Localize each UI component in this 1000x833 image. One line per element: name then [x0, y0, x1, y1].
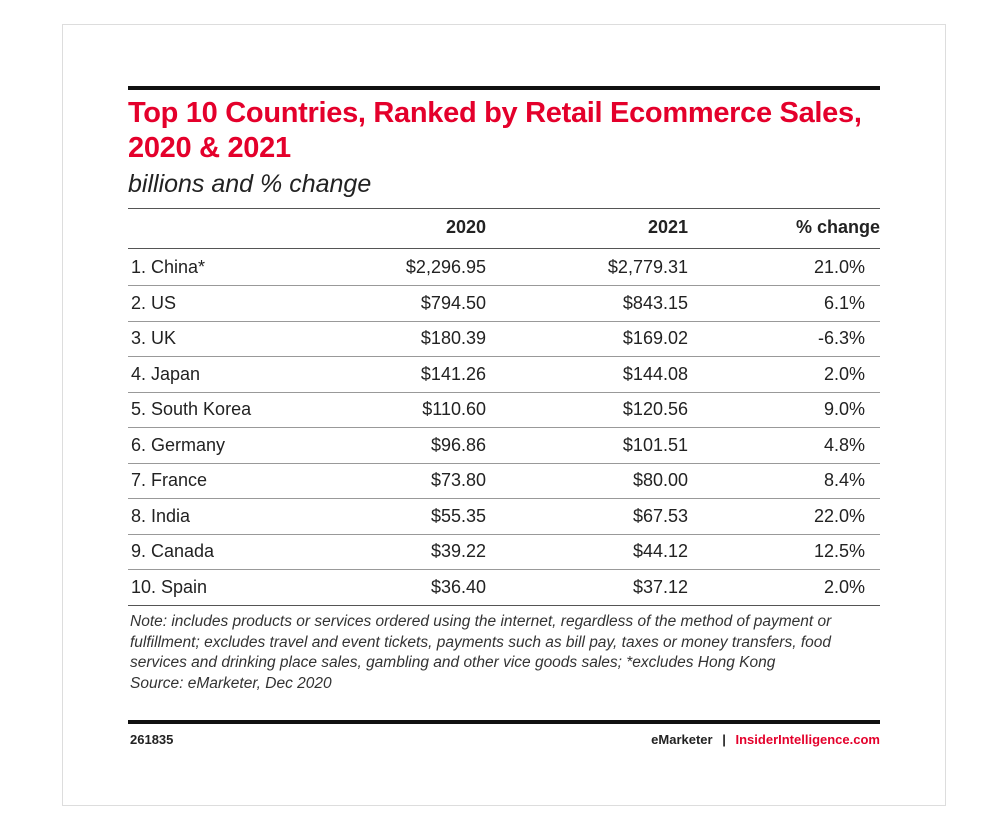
cell-value-2020: $55.35: [430, 505, 486, 526]
header-bottom-rule: [128, 248, 880, 249]
brand-separator: |: [722, 732, 726, 747]
brand-emarketer: eMarketer: [651, 732, 713, 747]
table-header: 2020 2021 % change: [128, 210, 880, 245]
cell-value-2021: $120.56: [622, 399, 688, 419]
cell-country: 9. Canada: [131, 541, 215, 561]
table-row: 6. Germany $96.86 $101.51 4.8%: [128, 428, 880, 463]
bottom-rule: [128, 720, 880, 724]
chart-id: 261835: [130, 732, 174, 747]
cell-value-2020: $73.80: [430, 470, 486, 490]
cell-value-2020: $794.50: [420, 292, 486, 313]
table-row: 2. US $794.50 $843.15 6.1%: [128, 286, 880, 321]
cell-value-2021: $101.51: [622, 434, 688, 455]
note-text: Note: includes products or services orde…: [130, 613, 832, 671]
cell-value-2021: $2,779.31: [607, 257, 688, 277]
table-row: 5. South Korea $110.60 $120.56 9.0%: [128, 392, 880, 427]
row-divider: [128, 498, 880, 499]
cell-value-2020: $141.26: [420, 363, 486, 384]
cell-country: 7. France: [131, 470, 208, 490]
row-divider: [128, 320, 880, 322]
row-divider: [128, 391, 880, 393]
table-row: 3. UK $180.39 $169.02 -6.3%: [128, 321, 880, 356]
cell-value-2021: $144.08: [622, 363, 688, 384]
cell-country: 5. South Korea: [131, 399, 252, 419]
header-2020: 2020: [445, 217, 486, 237]
cell-value-2020: $96.86: [430, 434, 486, 455]
table-row: 8. India $55.35 $67.53 22.0%: [128, 499, 880, 534]
brand-site-link[interactable]: InsiderIntelligence.com: [735, 732, 881, 747]
header-top-rule: [128, 208, 880, 209]
cell-value-2021: $169.02: [622, 328, 688, 348]
brand-credit: eMarketer | InsiderIntelligence.com: [651, 732, 880, 747]
table-row: 9. Canada $39.22 $44.12 12.5%: [128, 534, 880, 569]
chart-frame: [62, 24, 946, 806]
cell-value-2021: $44.12: [632, 541, 688, 561]
row-divider: [128, 533, 880, 535]
row-divider: [128, 285, 880, 286]
table-row: 1. China* $2,296.95 $2,779.31 21.0%: [128, 250, 880, 285]
chart-subtitle: billions and % change: [128, 170, 372, 198]
header-change: % change: [795, 217, 880, 237]
cell-value-2021: $67.53: [632, 505, 688, 526]
header-2021: 2021: [647, 217, 688, 237]
cell-value-2020: $39.22: [430, 541, 486, 561]
chart-title: Top 10 Countries, Ranked by Retail Ecomm…: [128, 97, 862, 164]
cell-percent-change: 6.1%: [823, 292, 865, 313]
cell-value-2020: $180.39: [420, 328, 486, 348]
cell-value-2021: $37.12: [632, 576, 688, 597]
row-divider: [128, 462, 880, 464]
cell-percent-change: 22.0%: [813, 505, 865, 526]
cell-value-2020: $36.40: [430, 576, 486, 597]
cell-country: 3. UK: [131, 328, 177, 348]
cell-percent-change: 2.0%: [823, 363, 865, 384]
cell-value-2020: $110.60: [422, 399, 486, 419]
chart-note: Note: includes products or services orde…: [130, 612, 880, 694]
cell-percent-change: -6.3%: [817, 328, 865, 348]
cell-country: 6. Germany: [131, 434, 226, 455]
source-text: Source: eMarketer, Dec 2020: [130, 674, 332, 692]
cell-value-2020: $2,296.95: [405, 257, 486, 277]
table-row: 10. Spain $36.40 $37.12 2.0%: [128, 570, 880, 605]
table-row: 4. Japan $141.26 $144.08 2.0%: [128, 357, 880, 392]
cell-value-2021: $80.00: [632, 470, 688, 490]
cell-percent-change: 9.0%: [823, 399, 865, 419]
cell-country: 4. Japan: [131, 363, 201, 384]
cell-percent-change: 4.8%: [823, 434, 865, 455]
top-rule: [128, 86, 880, 90]
row-divider: [128, 569, 880, 570]
row-divider: [128, 427, 880, 428]
table-row: 7. France $73.80 $80.00 8.4%: [128, 463, 880, 498]
cell-country: 8. India: [131, 505, 191, 526]
row-divider: [128, 356, 880, 357]
cell-percent-change: 2.0%: [823, 576, 865, 597]
row-divider: [128, 604, 880, 606]
cell-country: 1. China*: [131, 257, 206, 277]
cell-percent-change: 8.4%: [823, 470, 865, 490]
cell-percent-change: 12.5%: [813, 541, 865, 561]
cell-country: 10. Spain: [131, 576, 208, 597]
cell-country: 2. US: [131, 292, 177, 313]
cell-percent-change: 21.0%: [813, 257, 865, 277]
cell-value-2021: $843.15: [622, 292, 688, 313]
